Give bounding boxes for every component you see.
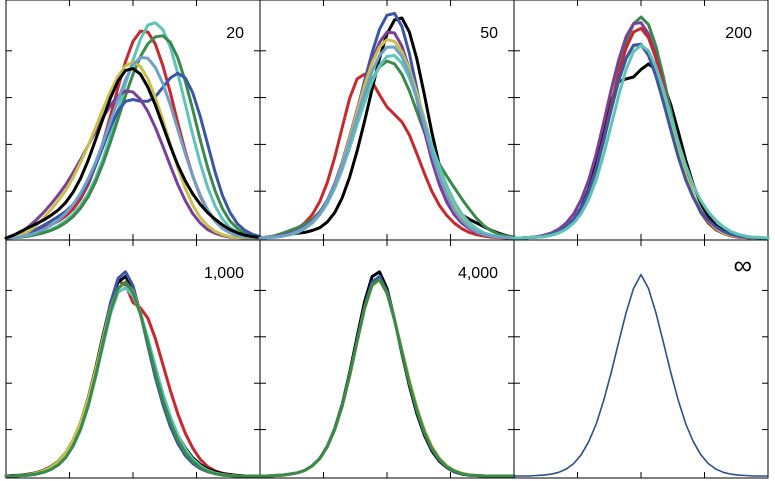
density-curve-4: [258, 59, 516, 240]
density-curve-1: [4, 279, 262, 478]
density-curve-2: [512, 15, 770, 240]
panel-4: 1,000: [4, 239, 262, 479]
density-curve-1: [513, 273, 769, 477]
panel-label: 4,000: [458, 265, 498, 282]
density-curve-1: [258, 270, 516, 478]
density-curve-2: [258, 16, 516, 240]
density-curve-4: [4, 71, 262, 240]
panel-label: 50: [480, 25, 498, 42]
density-curve-1: [512, 62, 770, 240]
density-curve-7: [4, 55, 262, 240]
panel-6: ∞: [513, 239, 769, 479]
density-curve-5: [512, 43, 770, 240]
panel-label: 200: [725, 25, 752, 42]
density-curve-6: [4, 60, 262, 240]
panel-5: 4,000: [258, 239, 516, 479]
density-curve-7: [512, 43, 770, 240]
density-curve-2: [258, 275, 516, 478]
density-curve-6: [4, 280, 262, 478]
density-curve-7: [258, 54, 516, 240]
density-curve-3: [258, 278, 516, 478]
panel-label: ∞: [733, 250, 752, 280]
panel-label: 20: [226, 25, 244, 42]
density-curve-8: [258, 45, 516, 240]
density-curve-4: [512, 26, 770, 240]
density-curve-6: [512, 42, 770, 240]
density-curve-2: [4, 275, 262, 478]
panel-3: 200: [512, 0, 770, 241]
density-curve-3: [512, 21, 770, 240]
density-curve-5: [258, 30, 516, 240]
panel-2: 50: [258, 0, 516, 241]
density-curve-4: [4, 280, 262, 478]
panel-label: 1,000: [204, 265, 244, 282]
density-curve-8: [4, 67, 262, 240]
density-curve-6: [258, 38, 516, 240]
density-curve-3: [4, 34, 262, 240]
density-curve-4: [258, 277, 516, 478]
density-curve-5: [4, 286, 262, 478]
panel-1: 20: [4, 0, 262, 241]
density-curve-1: [258, 72, 516, 240]
